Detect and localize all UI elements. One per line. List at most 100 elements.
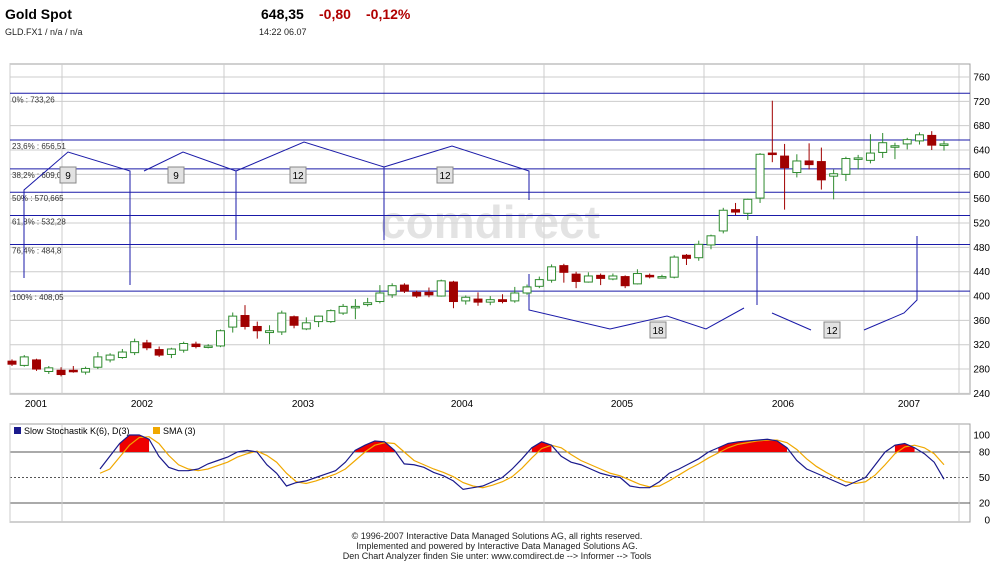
candle-body (215, 330, 225, 347)
candle-body (350, 305, 360, 309)
stochastic-k-line (99, 434, 945, 491)
cycle-count-box (649, 321, 667, 339)
candle-body (32, 359, 42, 370)
candle-body (853, 157, 863, 160)
powered-by-line: Implemented and powered by Interactive D… (356, 541, 638, 551)
sma-d-line (99, 436, 945, 489)
candle-body (571, 273, 581, 282)
cycle-count-label: 9 (173, 171, 179, 182)
candle-body (19, 356, 29, 366)
overbought-zone-fill (531, 441, 552, 452)
stochastic-tick-label: 80 (979, 448, 991, 459)
candle-body (314, 315, 324, 323)
cycle-arc (23, 151, 131, 285)
candle-body (485, 299, 495, 303)
cycle-arc (383, 145, 530, 200)
fib-level-label: 50% : 570,665 (12, 194, 64, 203)
price-tick-label: 760 (973, 73, 990, 84)
chart-canvas: comdirect 0% : 733,26 23,6% : 656,51 38,2%… (7, 63, 990, 527)
candle-body (657, 276, 667, 279)
candle-body (228, 315, 238, 328)
fib-level-label: 23,6% : 656,51 (12, 142, 66, 151)
grid-lines (9, 64, 970, 522)
cycle-arc (528, 274, 745, 330)
candle-body (117, 351, 127, 359)
cycle-count-box (167, 166, 185, 184)
cycle-lines: 9 9 12 12 18 12 (23, 141, 918, 339)
candle-body (767, 152, 777, 156)
stochastic-legend: Slow Stochastik K(6), D(3) SMA (3) (14, 426, 196, 436)
price-tick-label: 400 (973, 292, 990, 303)
cycle-arc (771, 312, 812, 331)
candle-body (166, 348, 176, 355)
candle-body (93, 356, 103, 368)
candle-body (68, 369, 78, 373)
candle-body (927, 134, 937, 146)
price-axis: 240 280 320 360 400 440 480 520 560 600 640 680 720 7… (973, 73, 990, 527)
cycle-arc (863, 236, 918, 331)
candle-body (547, 266, 557, 281)
cycle-count-label: 9 (65, 171, 71, 182)
candlestick-series (7, 100, 949, 377)
candle-body (277, 312, 287, 333)
candle-body (375, 292, 385, 303)
candle-body (694, 243, 704, 259)
candle-body (731, 209, 741, 213)
candle-body (191, 343, 201, 348)
candle-body (804, 160, 814, 166)
candle-body (914, 134, 924, 142)
candle-body (890, 145, 900, 148)
candle-body (878, 142, 888, 153)
price-tick-label: 680 (973, 121, 990, 132)
candle-body (252, 325, 262, 332)
candle-body (179, 343, 189, 351)
stochastic-tick-label: 20 (979, 499, 991, 510)
candle-body (534, 279, 544, 287)
last-price: 648,35 (261, 6, 304, 22)
legend-d-label: SMA (3) (163, 426, 196, 436)
time-axis: 2001 2002 2003 2004 2005 2006 2007 (25, 399, 921, 410)
candle-body (448, 281, 458, 303)
candle-body (780, 155, 790, 169)
instrument-code: GLD.FX1 / n/a / n/a (5, 27, 83, 37)
candle-body (498, 299, 508, 303)
candle-body (265, 330, 275, 334)
watermark: comdirect (380, 196, 600, 248)
quote-time: 14:22 06.07 (259, 27, 307, 37)
candle-body (461, 296, 471, 302)
fib-level-label: 100% : 408,05 (12, 293, 64, 302)
cycle-count-label: 18 (652, 326, 664, 337)
year-label: 2001 (25, 399, 48, 410)
cycle-arc (235, 141, 385, 240)
candle-body (583, 275, 593, 283)
price-tick-label: 560 (973, 194, 990, 205)
candle-body (522, 286, 532, 294)
price-tick-label: 240 (973, 389, 990, 400)
candle-body (326, 310, 336, 323)
price-change-percent: -0,12% (366, 6, 411, 22)
candle-body (130, 341, 140, 354)
candle-body (338, 305, 348, 314)
candle-body (939, 143, 949, 146)
candle-body (289, 316, 299, 326)
cycle-count-box (823, 321, 841, 339)
cycle-count-box (59, 166, 77, 184)
stochastic-tick-label: 100 (973, 431, 990, 442)
stochastic-series (99, 434, 945, 491)
candle-body (632, 273, 642, 285)
candle-body (559, 265, 569, 273)
price-tick-label: 720 (973, 97, 990, 108)
year-label: 2007 (898, 399, 921, 410)
candle-body (718, 209, 728, 232)
candle-body (56, 369, 66, 376)
candle-body (203, 345, 213, 348)
candle-body (473, 298, 483, 303)
cycle-arc (143, 151, 237, 240)
fib-level-label: 0% : 733,26 (12, 95, 55, 104)
price-tick-label: 640 (973, 146, 990, 157)
candle-body (645, 274, 655, 278)
overbought-zone-fill (355, 440, 395, 452)
candle-body (620, 276, 630, 287)
year-label: 2004 (451, 399, 474, 410)
cycle-count-box (436, 166, 454, 184)
